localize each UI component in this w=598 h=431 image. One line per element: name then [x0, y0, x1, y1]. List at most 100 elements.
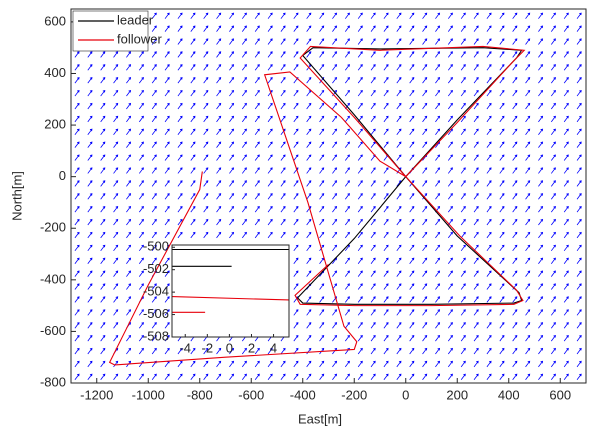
wind-arrow [383, 64, 389, 71]
wind-arrow [447, 193, 453, 200]
wind-arrow [267, 51, 273, 58]
wind-arrow [538, 347, 544, 355]
wind-arrow [370, 257, 376, 264]
wind-arrow [538, 373, 544, 381]
wind-arrow [370, 218, 376, 226]
series-line [108, 45, 526, 366]
wind-arrow [435, 360, 441, 368]
wind-arrow [525, 115, 531, 123]
wind-arrow [396, 77, 402, 84]
wind-arrow [422, 12, 428, 19]
wind-arrow [100, 102, 106, 110]
wind-arrow [512, 167, 518, 174]
wind-arrow [306, 154, 312, 161]
wind-arrow [319, 257, 325, 264]
wind-arrow [113, 373, 119, 381]
wind-arrow [447, 373, 453, 381]
wind-arrow [460, 206, 466, 213]
wind-arrow [254, 154, 260, 161]
wind-arrow [563, 12, 569, 19]
wind-arrow [241, 12, 247, 19]
wind-arrow [267, 180, 273, 187]
wind-arrow [576, 309, 582, 316]
wind-arrow [409, 12, 415, 19]
wind-arrow [293, 128, 299, 135]
wind-arrow [100, 347, 106, 355]
wind-arrow [113, 270, 119, 277]
wind-arrow [447, 257, 453, 264]
wind-arrow [203, 360, 209, 368]
wind-arrow [229, 231, 235, 239]
wind-arrow [525, 270, 531, 277]
wind-arrow [576, 25, 582, 32]
wind-arrow [113, 296, 119, 303]
wind-arrow [74, 102, 80, 110]
wind-arrow [538, 180, 544, 187]
wind-arrow [344, 167, 350, 174]
wind-arrow [190, 115, 196, 123]
wind-arrow [563, 360, 569, 368]
wind-arrow [332, 51, 338, 58]
wind-arrow [74, 244, 80, 252]
wind-arrow [396, 141, 402, 148]
wind-arrow [177, 128, 183, 135]
wind-arrow [254, 128, 260, 135]
wind-arrow [190, 25, 196, 32]
wind-arrow [164, 270, 170, 277]
wind-arrow [177, 38, 183, 45]
wind-arrow [216, 360, 222, 368]
wind-arrow [138, 180, 144, 187]
wind-arrow [241, 206, 247, 213]
wind-arrow [447, 154, 453, 161]
wind-arrow [409, 141, 415, 148]
wind-arrow [435, 322, 441, 329]
wind-arrow [332, 231, 338, 239]
wind-arrow [460, 64, 466, 71]
wind-arrow [473, 270, 479, 277]
wind-arrow [87, 51, 93, 58]
wind-arrow [435, 244, 441, 252]
wind-arrow [190, 193, 196, 200]
wind-arrow [138, 193, 144, 200]
wind-arrow [332, 206, 338, 213]
wind-arrow [460, 180, 466, 187]
wind-arrow [563, 25, 569, 32]
wind-arrow [396, 231, 402, 239]
wind-arrow [538, 231, 544, 239]
wind-arrow [473, 322, 479, 329]
wind-arrow [151, 77, 157, 84]
wind-arrow [512, 89, 518, 97]
wind-arrow [306, 296, 312, 303]
wind-arrow [435, 231, 441, 239]
wind-arrow [241, 102, 247, 110]
wind-arrow [512, 206, 518, 213]
wind-arrow [525, 283, 531, 290]
wind-arrow [203, 141, 209, 148]
wind-arrow [138, 115, 144, 123]
wind-arrow [280, 115, 286, 123]
wind-arrow [538, 102, 544, 110]
wind-arrow [576, 360, 582, 368]
wind-arrow [319, 128, 325, 135]
wind-arrow [499, 115, 505, 123]
wind-arrow [306, 25, 312, 32]
wind-arrow [177, 25, 183, 32]
wind-arrow [460, 322, 466, 329]
wind-arrow [576, 270, 582, 277]
wind-arrow [550, 322, 556, 329]
wind-arrow [306, 38, 312, 45]
wind-arrow [319, 218, 325, 226]
wind-arrow [550, 296, 556, 303]
wind-arrow [512, 347, 518, 355]
wind-arrow [525, 141, 531, 148]
wind-arrow [525, 322, 531, 329]
wind-arrow [74, 296, 80, 303]
wind-arrow [383, 296, 389, 303]
wind-arrow [538, 167, 544, 174]
wind-arrow [319, 141, 325, 148]
wind-arrow [229, 64, 235, 71]
wind-arrow [113, 51, 119, 58]
wind-arrow [357, 296, 363, 303]
wind-arrow [409, 244, 415, 252]
wind-arrow [396, 309, 402, 316]
